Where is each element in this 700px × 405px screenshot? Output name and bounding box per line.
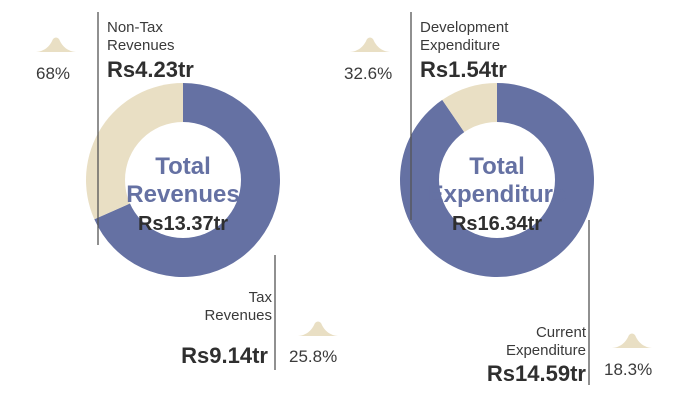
center-value-1: Rs16.34tr [452, 213, 542, 235]
slice-change-1-1: 32.6% [344, 64, 392, 83]
slice-value-0-0: Rs9.14tr [181, 343, 268, 368]
trend-up-icon [350, 37, 390, 52]
donut-hole-1 [439, 122, 555, 238]
slice-value-0-1: Rs4.23tr [107, 57, 194, 82]
trend-up-icon [36, 37, 76, 52]
slice-label-0-0-line1: Tax [249, 289, 273, 306]
center-title-line2-0: Revenues [126, 181, 239, 208]
center-title-line2-1: Expenditure [428, 181, 567, 208]
slice-change-1-0: 18.3% [604, 360, 652, 379]
slice-label-1-1-line1: Development [420, 19, 509, 36]
slice-label-1-0-line1: Current [536, 324, 587, 341]
center-value-0: Rs13.37tr [138, 213, 228, 235]
slice-value-1-0: Rs14.59tr [487, 361, 587, 386]
slice-change-0-1: 68% [36, 64, 70, 83]
center-title-line1-1: Total [469, 153, 525, 180]
slice-label-0-0-line2: Revenues [204, 307, 272, 324]
slice-label-0-1-line2: Revenues [107, 37, 175, 54]
slice-value-1-1: Rs1.54tr [420, 57, 507, 82]
donut-hole-0 [125, 122, 241, 238]
trend-up-icon [612, 333, 652, 348]
trend-up-icon [298, 321, 338, 336]
slice-label-0-1-line1: Non-Tax [107, 19, 163, 36]
slice-label-1-0-line2: Expenditure [506, 342, 586, 359]
slice-change-0-0: 25.8% [289, 347, 337, 366]
center-title-line1-0: Total [155, 153, 211, 180]
slice-label-1-1-line2: Expenditure [420, 37, 500, 54]
